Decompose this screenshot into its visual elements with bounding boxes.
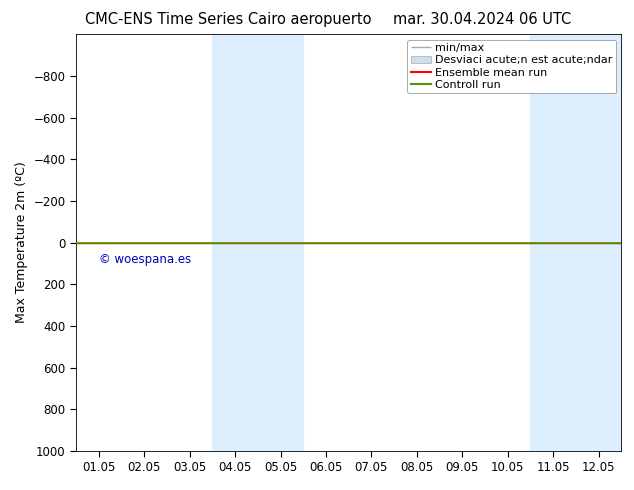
Y-axis label: Max Temperature 2m (ºC): Max Temperature 2m (ºC) <box>15 162 28 323</box>
Bar <box>212 34 303 451</box>
Text: © woespana.es: © woespana.es <box>99 253 191 266</box>
Legend: min/max, Desviaci acute;n est acute;ndar, Ensemble mean run, Controll run: min/max, Desviaci acute;n est acute;ndar… <box>407 40 616 93</box>
Text: CMC-ENS Time Series Cairo aeropuerto: CMC-ENS Time Series Cairo aeropuerto <box>85 12 372 27</box>
Bar <box>531 34 634 451</box>
Text: mar. 30.04.2024 06 UTC: mar. 30.04.2024 06 UTC <box>392 12 571 27</box>
